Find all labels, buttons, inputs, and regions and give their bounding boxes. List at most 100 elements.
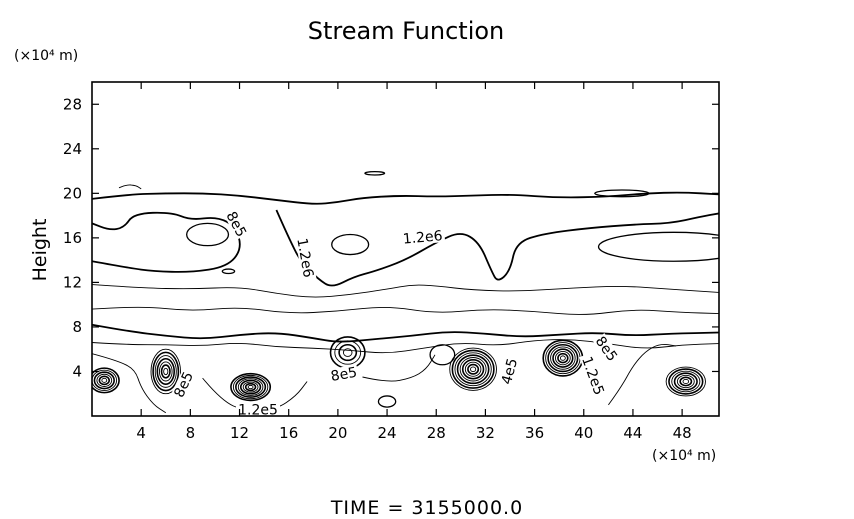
vortex-1-ring-5: [154, 355, 177, 388]
contour-line-1: [92, 211, 241, 273]
vortex-2-ring-4: [239, 379, 262, 395]
vortex-4-ring-5: [459, 357, 487, 382]
vortex-2-ring-3: [242, 381, 259, 393]
contour-label-bg: [400, 228, 446, 246]
vortex-1-ring-1: [163, 367, 169, 376]
contour-line-9: [92, 339, 719, 354]
contour-line-7: [362, 354, 436, 382]
contour-label-group-0: 8e5: [223, 208, 250, 240]
contour-line-4: [92, 306, 719, 315]
x-axis-ticks: 4 8 12 16 20 24 28 32 36 40 44 48: [136, 82, 692, 442]
contour-label-group-8: 1.2e5: [578, 352, 608, 399]
x-tick-label: 28: [427, 424, 446, 442]
vortex-5-ring-1: [559, 355, 566, 361]
vortex-2-ring-7: [232, 374, 269, 400]
contour-label-bg: [592, 333, 621, 365]
x-tick-label: 12: [230, 424, 249, 442]
contour-label: 1.2e6: [402, 228, 443, 247]
contour-island-2: [597, 231, 719, 262]
contour-label-bg: [171, 368, 196, 401]
contour-line-3: [92, 284, 719, 298]
y-tick-label: 20: [63, 184, 82, 202]
vortex-1-ring-6: [152, 351, 180, 392]
y-tick-label: 16: [63, 229, 82, 247]
vortex-5-ring-4: [552, 348, 574, 368]
x-tick-label: 40: [574, 424, 593, 442]
vortex-5-ring-2: [557, 352, 569, 364]
vortex-5-ring-8: [542, 339, 584, 377]
vortex-5-ring-5: [550, 346, 576, 370]
vortex-6-ring-3: [676, 374, 695, 389]
plot-frame: [91, 81, 720, 417]
vortex-3-ring-1: [342, 348, 353, 357]
contour-label: 1.2e5: [238, 402, 278, 418]
contour-line-0: [92, 191, 719, 205]
vortex-2-ring-2: [244, 382, 257, 392]
contour-line-2: [275, 209, 719, 287]
vortex-6-ring-5: [671, 370, 701, 393]
vortex-0-ring-2: [98, 375, 111, 386]
contour-line-11: [118, 184, 142, 190]
y-tick-label: 24: [63, 140, 82, 158]
vortex-4-ring-6: [456, 354, 490, 385]
x-tick-label: 8: [186, 424, 196, 442]
x-tick-label: 32: [476, 424, 495, 442]
vortex-0-ring-4: [93, 371, 115, 390]
contour-label-bg: [223, 208, 250, 240]
vortex-1-ring-2: [160, 364, 171, 379]
y-unit-label: (×10⁴ m): [14, 48, 78, 64]
contour-label: 4e5: [499, 357, 521, 387]
vortex-2-ring-5: [237, 378, 264, 396]
y-tick-label: 8: [72, 318, 82, 336]
y-tick-label: 12: [63, 273, 82, 291]
x-tick-label: 36: [525, 424, 544, 442]
contour-island-3: [221, 268, 236, 275]
y-tick-label: 4: [72, 362, 82, 380]
vortex-6-ring-4: [673, 372, 698, 391]
vortex-1-ring-3: [158, 361, 173, 382]
contour-label-group-1: 1.2e6: [293, 234, 317, 281]
contour-line-8: [608, 344, 677, 406]
x-tick-label: 48: [673, 424, 692, 442]
vortex-4-ring-4: [461, 359, 485, 380]
vortex-2-ring-1: [247, 384, 254, 390]
contour-label-group-2: 1.2e6: [400, 228, 446, 248]
contour-label: 8e5: [330, 365, 359, 385]
contour-label-group-6: 4e5: [498, 355, 521, 387]
y-axis-label: Height: [29, 219, 51, 282]
vortex-6-ring-1: [682, 378, 690, 385]
vortex-5-ring-6: [547, 343, 579, 373]
y-axis-ticks: 4 8 12 16 20 24 28: [63, 95, 719, 380]
contour-label: 1.2e5: [578, 354, 607, 397]
contour-label-bg: [579, 352, 608, 399]
vortex-4-ring-7: [454, 352, 492, 387]
vortex-4-ring-9: [449, 347, 497, 391]
contour-label-group-3: 8e5: [328, 364, 359, 385]
vortex-1-ring-7: [150, 348, 181, 395]
x-unit-label: (×10⁴ m): [652, 448, 716, 464]
contour-label-bg: [328, 364, 359, 384]
contour-label-bg: [294, 234, 317, 281]
time-footer: TIME = 3155000.0: [330, 497, 523, 519]
contour-label: 1.2e6: [293, 237, 316, 279]
x-tick-label: 24: [378, 424, 397, 442]
contour-island-4: [429, 344, 456, 366]
vortex-4-ring-8: [451, 349, 495, 389]
vortex-2-ring-8: [230, 372, 272, 402]
vortex-4-ring-2: [467, 363, 480, 375]
vortex-3-ring-2: [338, 343, 358, 362]
contour-label-bg: [236, 402, 280, 417]
chart-title: Stream Function: [308, 17, 505, 45]
vortex-4-ring-3: [464, 361, 482, 377]
vortex-0-ring-5: [92, 369, 118, 392]
contour-label-group-5: 1.2e5: [236, 402, 280, 418]
contour-island-7: [364, 170, 386, 176]
contour-lines-layer: [92, 170, 719, 414]
contour-label-group-4: 8e5: [171, 368, 197, 401]
contour-island-0: [186, 222, 230, 247]
vortex-4-ring-1: [470, 366, 477, 373]
vortex-0-ring-3: [96, 373, 113, 387]
vortex-6-ring-2: [679, 376, 693, 387]
